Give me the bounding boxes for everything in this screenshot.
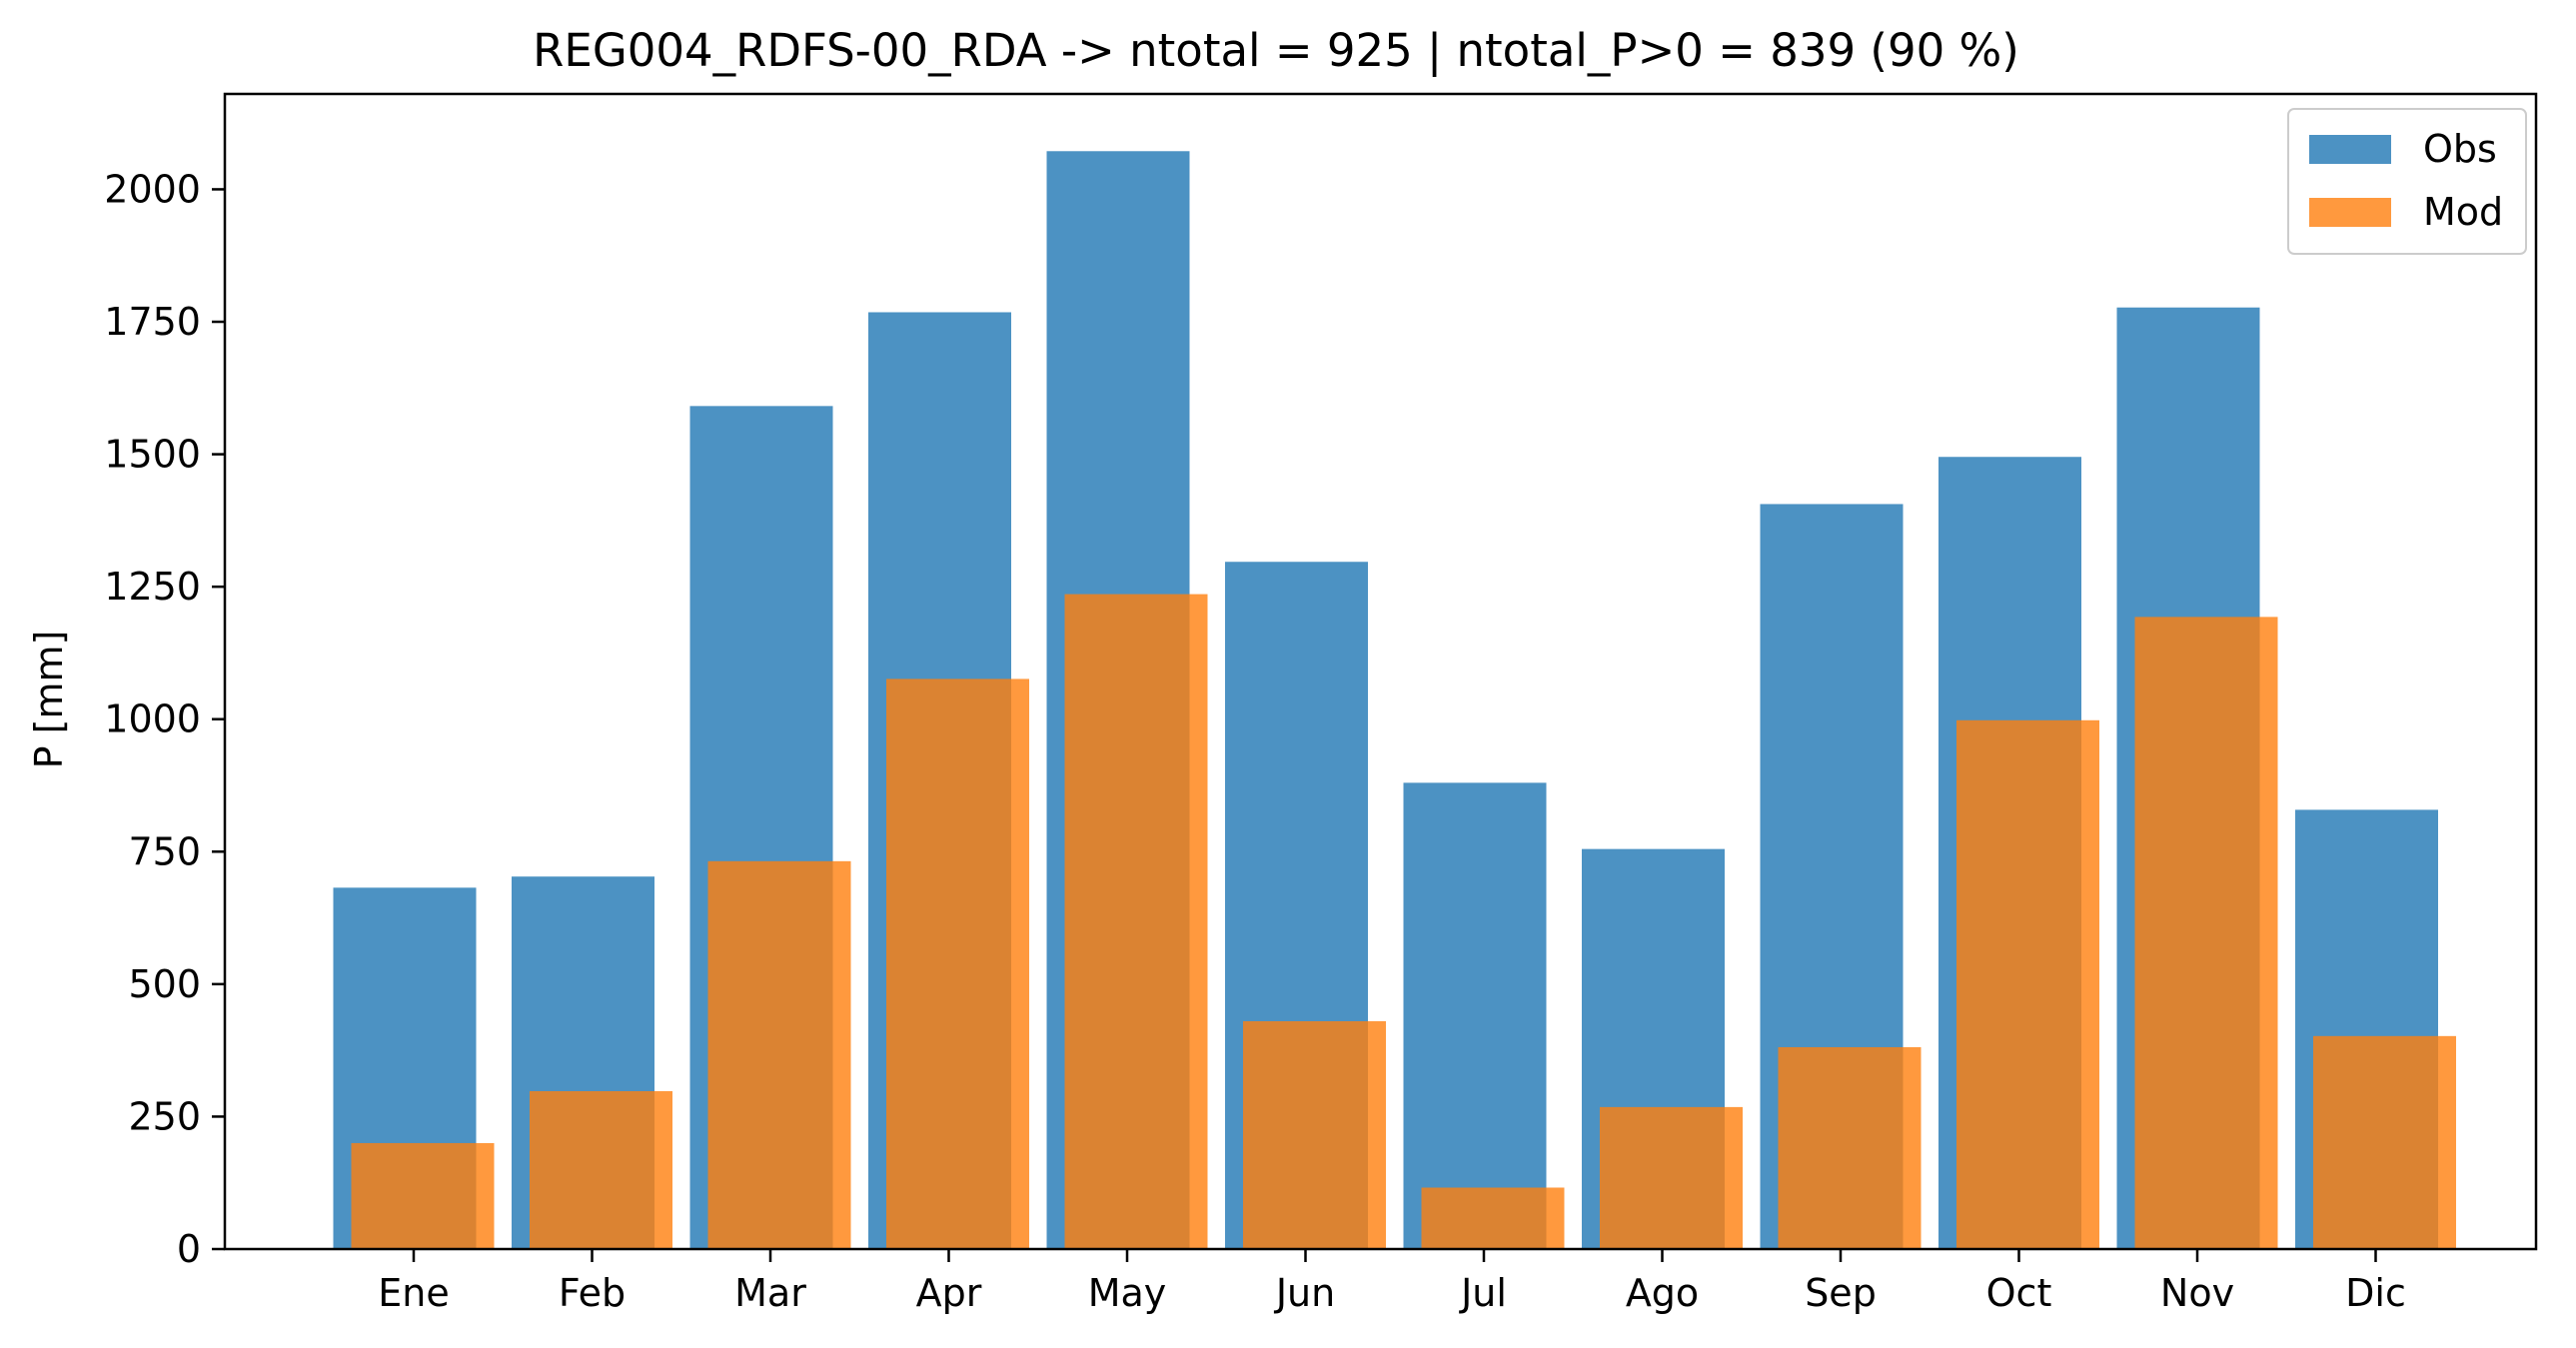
- legend-swatch-mod: [2309, 198, 2391, 227]
- plot-frame: [223, 92, 2538, 1251]
- y-tick-label: 1500: [104, 433, 201, 477]
- chart-title: REG004_RDFS-00_RDA -> ntotal = 925 | nto…: [533, 24, 2019, 77]
- bar-mod-ago: [1600, 1106, 1743, 1249]
- x-tick-label-dic: Dic: [2345, 1271, 2406, 1315]
- series-mod: [351, 594, 2456, 1249]
- x-tick-label-sep: Sep: [1805, 1271, 1877, 1315]
- legend-swatch-obs: [2309, 135, 2391, 164]
- y-tick-label: 500: [128, 962, 201, 1006]
- bar-obs-jul: [1403, 782, 1547, 1249]
- y-tick-label: 2000: [104, 167, 201, 211]
- legend-label-mod: Mod: [2423, 190, 2503, 234]
- x-tick-label-apr: Apr: [916, 1271, 982, 1315]
- bar-mod-dic: [2313, 1035, 2456, 1249]
- y-tick-label: 1000: [104, 697, 201, 741]
- bar-mod-may: [1064, 594, 1208, 1249]
- bar-mod-sep: [1778, 1046, 1922, 1249]
- bar-mod-mar: [707, 860, 851, 1249]
- bar-mod-feb: [530, 1090, 672, 1249]
- y-axis-label: P [mm]: [27, 631, 71, 769]
- y-tick-label: 250: [128, 1094, 201, 1138]
- legend: Obs Mod: [2287, 108, 2527, 255]
- x-tick-label-ago: Ago: [1626, 1271, 1699, 1315]
- x-tick-label-ene: Ene: [378, 1271, 449, 1315]
- x-tick-label-jun: Jun: [1274, 1271, 1335, 1315]
- x-tick-label-feb: Feb: [559, 1271, 626, 1315]
- bar-mod-jul: [1421, 1187, 1565, 1249]
- x-tick-label-may: May: [1088, 1271, 1167, 1315]
- x-tick-label-jul: Jul: [1459, 1271, 1507, 1315]
- legend-label-obs: Obs: [2423, 127, 2497, 171]
- bars-layer: [333, 151, 2456, 1250]
- bar-mod-ene: [351, 1142, 495, 1249]
- y-tick-label: 750: [128, 829, 201, 873]
- x-tick-label-oct: Oct: [1986, 1271, 2052, 1315]
- bar-mod-apr: [886, 678, 1029, 1249]
- y-tick-label: 1250: [104, 565, 201, 609]
- bar-mod-nov: [2134, 617, 2278, 1249]
- x-tick-label-mar: Mar: [734, 1271, 806, 1315]
- y-tick-label: 1750: [104, 300, 201, 344]
- bar-mod-jun: [1243, 1020, 1386, 1249]
- bar-mod-oct: [1956, 719, 2099, 1249]
- axes-layer: 0 250 500 750 1000 1250 1500 1750 2000 Ene Feb Mar A…: [104, 92, 2538, 1315]
- x-tick-label-nov: Nov: [2160, 1271, 2234, 1315]
- y-tick-label: 0: [177, 1227, 201, 1271]
